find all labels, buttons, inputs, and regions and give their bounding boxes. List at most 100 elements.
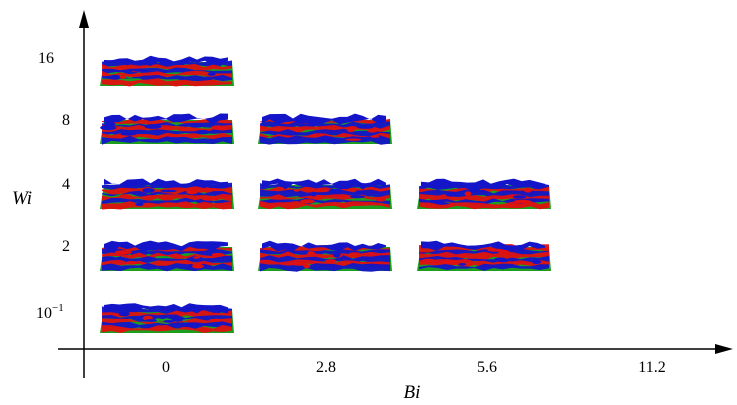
y-tick-base: 10 [36,305,52,322]
low-speed-blob [120,132,137,136]
low-speed-blob [108,74,122,80]
high-speed-blob [322,255,329,259]
high-speed-blob [325,259,337,264]
high-speed-blob [167,134,185,138]
high-speed-blob [114,250,132,255]
low-speed-blob [445,192,458,197]
x-tick-label-2.8: 2.8 [316,359,336,376]
high-speed-blob [375,197,386,202]
high-speed-blob [125,248,133,252]
top-ridge-structure [262,240,386,252]
low-speed-blob [308,123,318,127]
high-speed-streak [260,201,390,210]
low-speed-blob [497,258,509,263]
snapshot-bi0-wi3 [100,240,234,272]
low-speed-blob [513,195,527,199]
high-speed-blob [211,252,225,257]
low-speed-blob [171,318,183,322]
high-speed-blob [464,191,472,197]
snapshot-bi2-wi3 [417,240,551,271]
y-tick-label-2: 2 [62,238,70,255]
low-speed-blob [163,320,174,323]
high-speed-blob [293,189,300,192]
snapshot-bi2-wi2 [417,178,551,210]
high-speed-blob [211,125,226,130]
low-speed-blob [310,191,317,197]
low-speed-blob [458,263,467,266]
low-speed-blob [114,70,126,73]
high-speed-blob [125,261,138,265]
high-speed-blob [202,197,219,201]
low-speed-blob [207,72,216,76]
low-speed-blob [468,187,481,193]
top-ridge-structure [421,240,545,251]
low-speed-blob [333,252,341,258]
low-speed-blob [213,185,227,189]
snapshot-bi1-wi2 [258,178,392,210]
y-axis-arrowhead [79,10,89,28]
low-speed-blob [158,316,167,319]
high-speed-blob [300,199,315,204]
low-speed-blob [160,189,177,193]
high-speed-streak [102,201,232,210]
high-speed-streak [102,78,232,87]
low-speed-blob [145,319,158,322]
low-speed-streak [102,314,232,322]
low-speed-streak [102,135,232,145]
low-speed-blob [434,202,450,205]
top-ridge-structure [104,178,228,189]
high-speed-blob [126,73,144,77]
low-speed-blob [101,256,115,259]
low-speed-streak [102,197,232,206]
snapshot-bi0-wi1 [100,113,234,145]
low-speed-blob [135,202,144,206]
low-speed-blob [194,130,211,135]
low-speed-streak [102,74,232,82]
high-speed-blob [192,264,204,269]
low-speed-blob [268,199,275,203]
low-speed-blob [180,323,199,328]
low-speed-blob [357,125,374,129]
high-speed-streak [102,325,232,333]
snapshot-bi0-wi4 [100,303,234,333]
low-speed-blob [531,259,542,264]
low-speed-blob [285,132,303,135]
y-tick-label-4: 4 [62,176,70,193]
y-tick-label-16: 16 [38,50,54,67]
high-speed-streak [419,201,549,210]
low-speed-blob [425,200,442,203]
top-ridge-structure [104,240,228,252]
snapshot-bi1-wi1 [258,113,392,145]
snapshot-bi0-wi0 [100,55,234,87]
top-ridge-structure [421,178,545,190]
top-ridge-structure [262,178,386,190]
low-speed-streak [260,263,390,272]
low-speed-blob [144,124,162,129]
low-speed-streak [419,263,549,271]
snapshot-panels [100,55,551,333]
top-ridge-structure [104,113,228,125]
high-speed-blob [370,135,380,138]
top-ridge-structure [104,303,228,314]
high-speed-blob [347,127,355,133]
top-ridge-structure [104,55,228,67]
x-tick-label-5.6: 5.6 [477,359,497,376]
low-speed-blob [350,195,365,199]
high-speed-blob [292,263,307,266]
high-speed-streak [260,259,390,268]
low-speed-blob [319,136,337,141]
high-speed-blob [345,138,362,141]
high-speed-blob [207,188,222,191]
y-tick-exponent: −1 [52,302,64,314]
y-axis-title: Wi [12,188,32,209]
y-tick-label-10-inverse: 10−1 [36,302,64,322]
low-speed-blob [189,124,204,128]
high-speed-blob [307,251,315,256]
high-speed-blob [421,258,436,263]
snapshot-bi0-wi2 [100,178,234,210]
high-speed-blob [186,189,199,195]
x-tick-label-11.2: 11.2 [638,359,665,376]
y-tick-label-8: 8 [62,112,70,129]
high-speed-blob [513,199,532,204]
low-speed-blob [133,68,148,72]
